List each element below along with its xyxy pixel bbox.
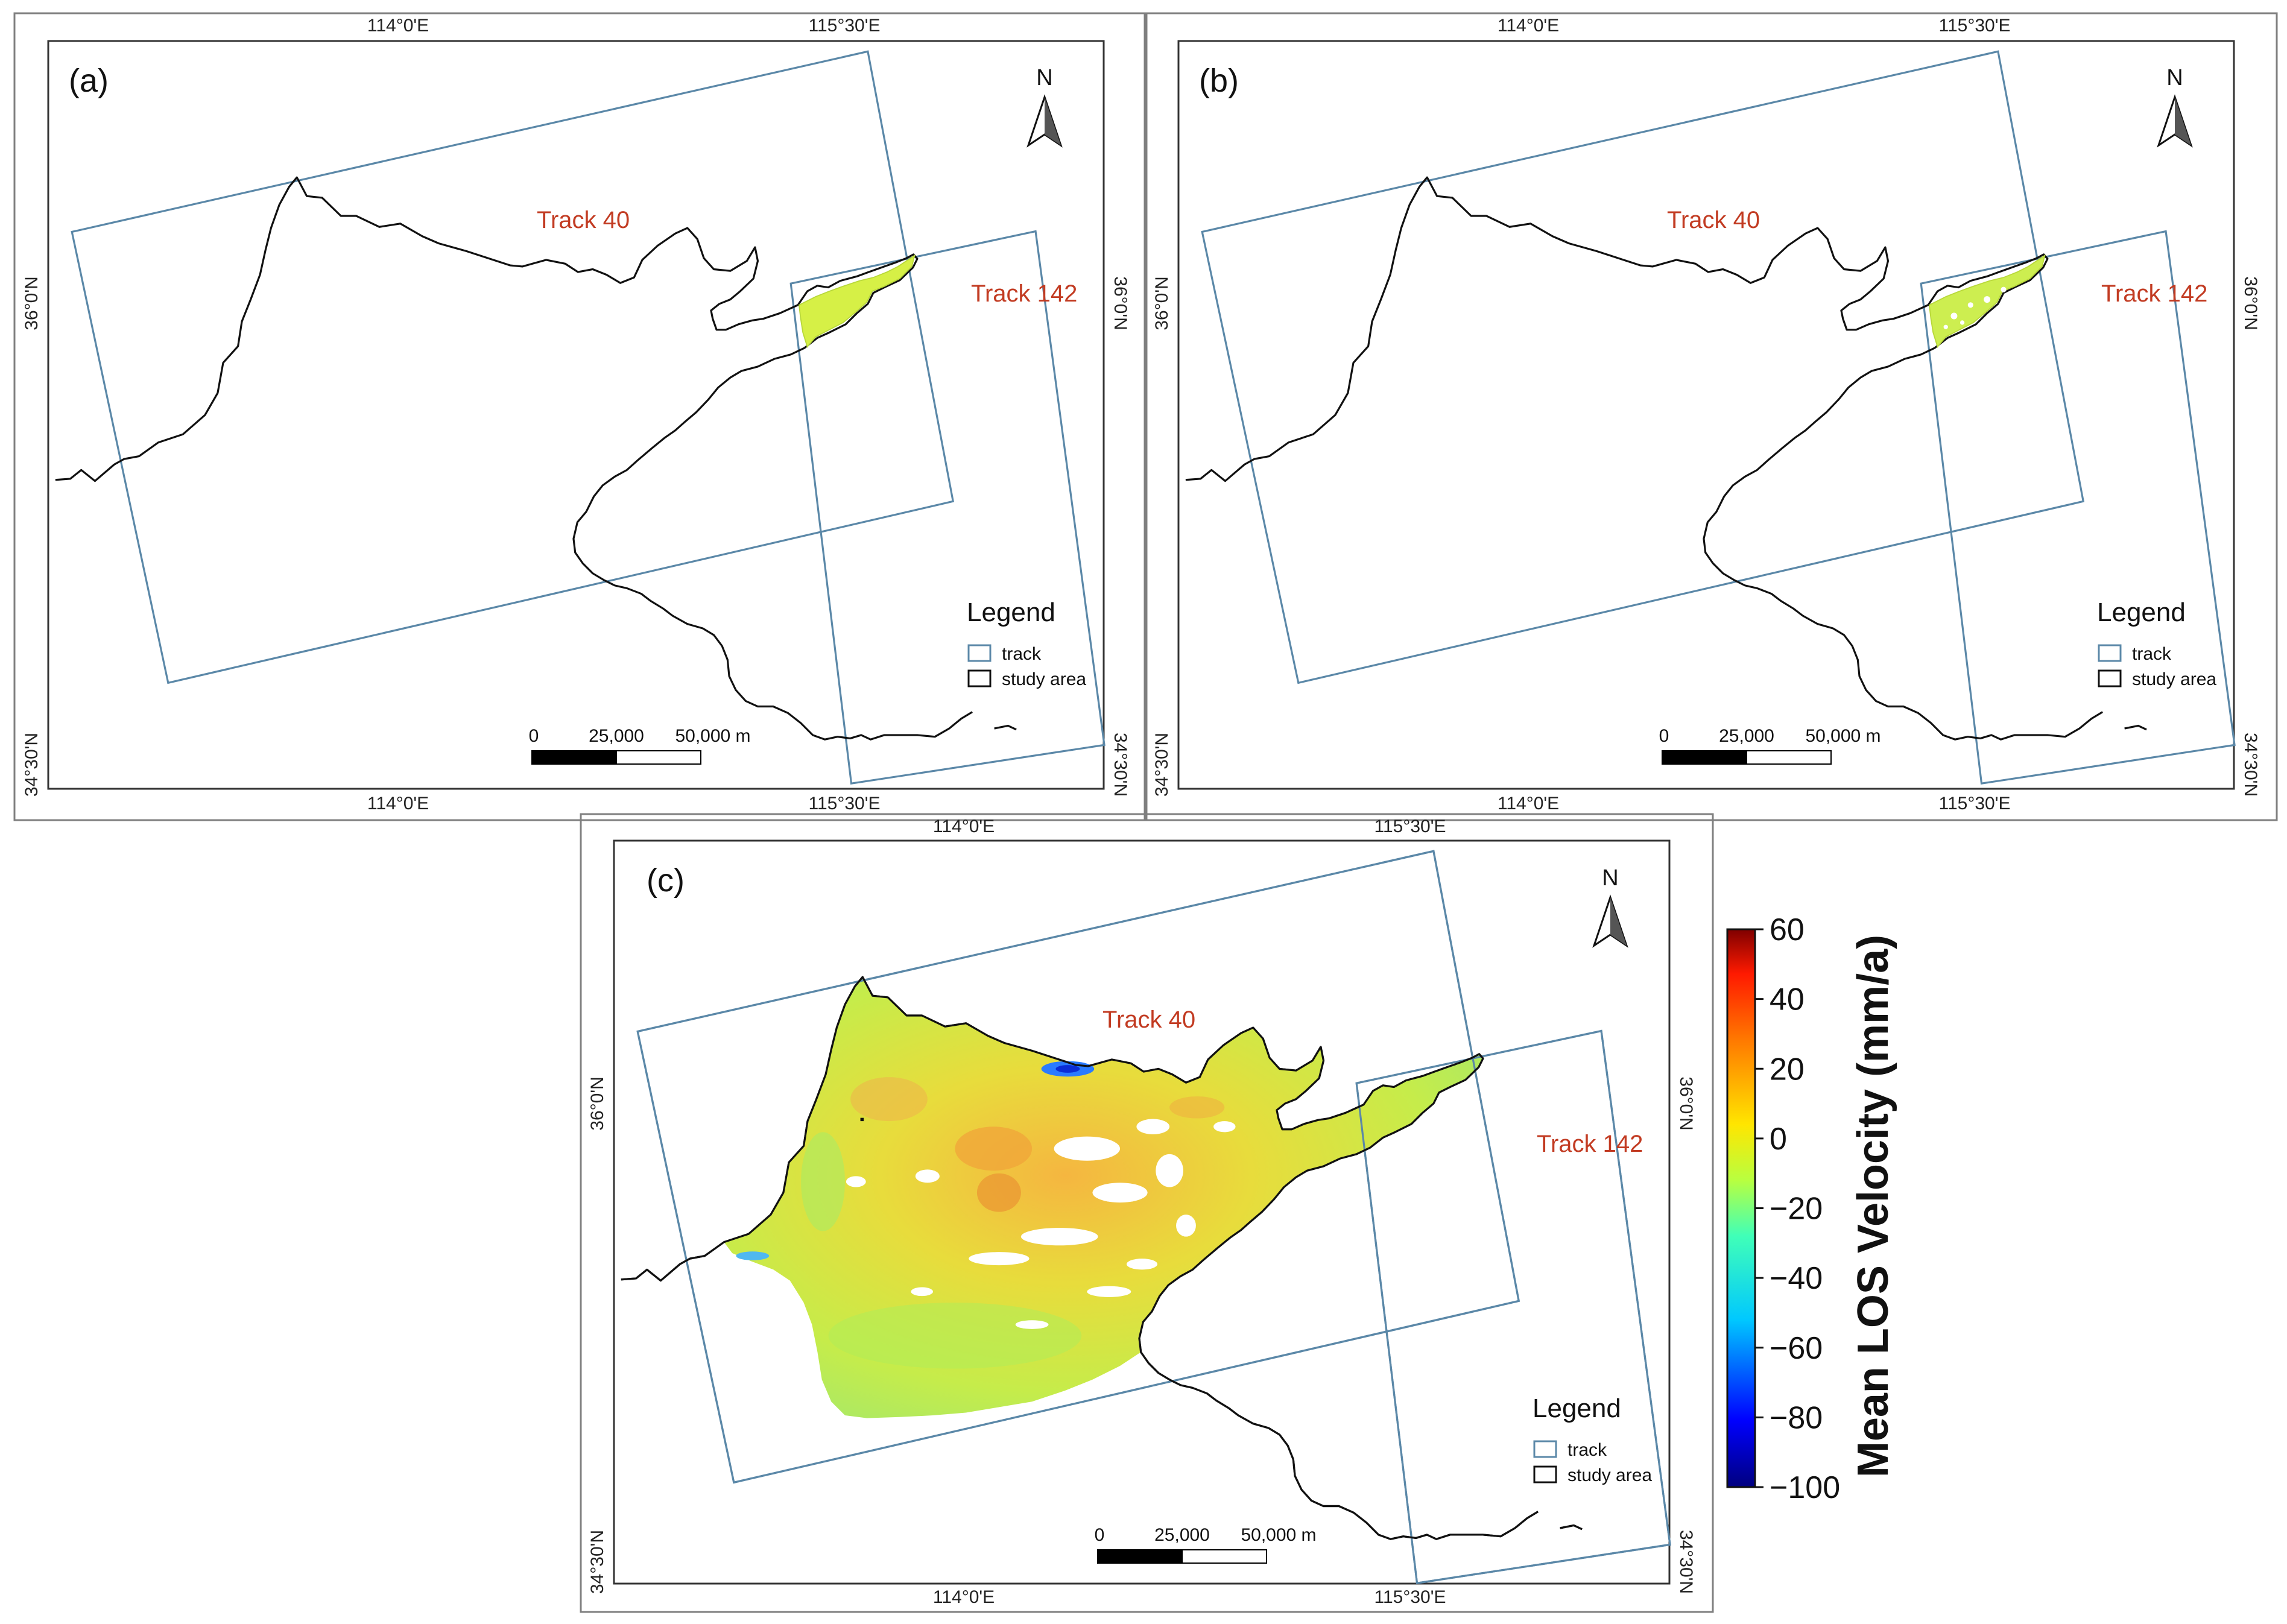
- lat-label-left: 34°30'N: [1152, 733, 1172, 797]
- track-label-142: Track 142: [971, 280, 1077, 307]
- lon-label-bottom: 114°0'E: [933, 1587, 995, 1607]
- legend-item-track: track: [1002, 644, 1042, 664]
- scale-label: 50,000 m: [1805, 726, 1881, 746]
- lat-label-right: 34°30'N: [1110, 733, 1130, 797]
- legend-item-track: track: [2132, 644, 2172, 664]
- north-label: N: [2166, 65, 2183, 90]
- lat-label-right: 34°30'N: [2241, 733, 2260, 797]
- legend-title: Legend: [2097, 598, 2186, 627]
- scale-label: 25,000: [1154, 1525, 1210, 1545]
- north-arrow-icon: N: [1027, 65, 1062, 147]
- legend-title: Legend: [1533, 1394, 1621, 1423]
- legend-item-study-area: study area: [1002, 669, 1086, 689]
- track-label-142: Track 142: [2101, 280, 2207, 307]
- lon-label-bottom: 115°30'E: [1939, 794, 2011, 814]
- data-gaps: [1943, 286, 2007, 329]
- map-content: [1185, 50, 2236, 785]
- subsidence-hotspot: [736, 1251, 770, 1260]
- track-label-40: Track 40: [1102, 1006, 1195, 1033]
- track-label-40: Track 40: [1667, 207, 1760, 233]
- colorbar-tick-label: 60: [1770, 912, 1805, 947]
- north-label: N: [1036, 65, 1052, 90]
- panel-b: 114°0'E 115°30'E 114°0'E 115°30'E 36°0'N…: [1144, 12, 2278, 821]
- north-arrow-icon: N: [2157, 65, 2192, 147]
- legend: Legend track study area: [1533, 1394, 1652, 1485]
- map-content: [54, 50, 1106, 785]
- lon-label-top: 114°0'E: [367, 16, 429, 36]
- colorbar-title: Mean LOS Velocity (mm/a): [1849, 935, 1897, 1477]
- map-content: [620, 850, 1671, 1584]
- colorbar-ticks: 60 40 20 0 −20 −40 −60 −80 −100: [1755, 912, 1840, 1505]
- legend-swatch-study-area: [967, 669, 992, 687]
- legend: Legend track study area: [2097, 598, 2216, 689]
- north-label: N: [1602, 865, 1618, 891]
- lon-label-bottom: 114°0'E: [367, 794, 429, 814]
- scale-bar: 0 25,000 50,000 m: [529, 726, 751, 765]
- legend-swatch-track: [2098, 644, 2122, 662]
- data-gaps: [846, 1119, 1236, 1329]
- lat-label-right: 36°0'N: [1676, 1076, 1696, 1130]
- lat-label-left: 34°30'N: [22, 733, 42, 797]
- panel-label: (b): [1199, 63, 1239, 99]
- legend-item-study-area: study area: [2132, 669, 2216, 689]
- legend-item-track: track: [1567, 1440, 1607, 1460]
- panel-frame: [1144, 12, 2278, 821]
- legend-title: Legend: [967, 598, 1055, 627]
- colorbar-tick-label: 0: [1770, 1122, 1787, 1157]
- panel-label: (c): [647, 862, 685, 899]
- colorbar-tick-label: 40: [1770, 982, 1805, 1017]
- colorbar-tick-label: −40: [1770, 1261, 1823, 1296]
- legend: Legend track study area: [967, 598, 1086, 689]
- scale-label: 0: [1095, 1525, 1105, 1545]
- lat-label-right: 34°30'N: [1676, 1530, 1696, 1594]
- panel-a: 114°0'E 115°30'E 114°0'E 115°30'E 36°0'N…: [13, 12, 1148, 821]
- lon-label-top: 115°30'E: [809, 16, 881, 36]
- lat-label-left: 36°0'N: [1152, 276, 1172, 330]
- map-area: [47, 40, 1105, 790]
- lat-label-right: 36°0'N: [1110, 276, 1130, 330]
- lon-label-bottom: 115°30'E: [809, 794, 881, 814]
- scale-label: 50,000 m: [675, 726, 750, 746]
- colorbar-ramp: [1726, 928, 1756, 1488]
- lon-label-top: 114°0'E: [1498, 16, 1559, 36]
- lon-label-top: 115°30'E: [1939, 16, 2011, 36]
- panel-c: 114°0'E 115°30'E 114°0'E 115°30'E 36°0'N…: [580, 813, 1714, 1613]
- north-arrow-icon: N: [1593, 865, 1628, 947]
- track-label-40: Track 40: [537, 207, 630, 233]
- legend-item-study-area: study area: [1567, 1465, 1652, 1485]
- panel-frame: [580, 813, 1714, 1613]
- legend-swatch-track: [1533, 1440, 1557, 1458]
- legend-swatch-study-area: [1533, 1465, 1557, 1483]
- legend-swatch-study-area: [2098, 669, 2122, 687]
- scale-label: 0: [529, 726, 539, 746]
- lon-label-bottom: 115°30'E: [1374, 1587, 1446, 1607]
- lat-label-left: 36°0'N: [587, 1076, 607, 1130]
- lon-label-top: 114°0'E: [933, 817, 995, 836]
- panel-label: (a): [69, 63, 109, 99]
- colorbar-tick-label: −100: [1770, 1470, 1840, 1505]
- scale-label: 25,000: [589, 726, 644, 746]
- scale-label: 25,000: [1719, 726, 1774, 746]
- scale-bar: 0 25,000 50,000 m: [1095, 1525, 1317, 1564]
- lat-label-left: 36°0'N: [22, 276, 42, 330]
- colorbar-tick-label: −20: [1770, 1192, 1823, 1227]
- colorbar: 60 40 20 0 −20 −40 −60 −80 −100 Mean LOS Velocit…: [1726, 912, 1897, 1505]
- legend-swatch-track: [967, 644, 992, 662]
- lat-label-right: 36°0'N: [2241, 276, 2260, 330]
- lon-label-top: 115°30'E: [1374, 817, 1446, 836]
- map-area: [1177, 40, 2235, 790]
- colorbar-tick-label: 20: [1770, 1052, 1805, 1087]
- scale-bar: 0 25,000 50,000 m: [1659, 726, 1881, 765]
- scale-label: 50,000 m: [1241, 1525, 1316, 1545]
- track-label-142: Track 142: [1537, 1131, 1643, 1157]
- colorbar-tick-label: −60: [1770, 1331, 1823, 1366]
- velocity-patch: [798, 254, 916, 348]
- colorbar-tick-label: −80: [1770, 1400, 1823, 1435]
- scale-label: 0: [1659, 726, 1669, 746]
- lat-label-left: 34°30'N: [587, 1530, 607, 1594]
- lon-label-bottom: 114°0'E: [1498, 794, 1559, 814]
